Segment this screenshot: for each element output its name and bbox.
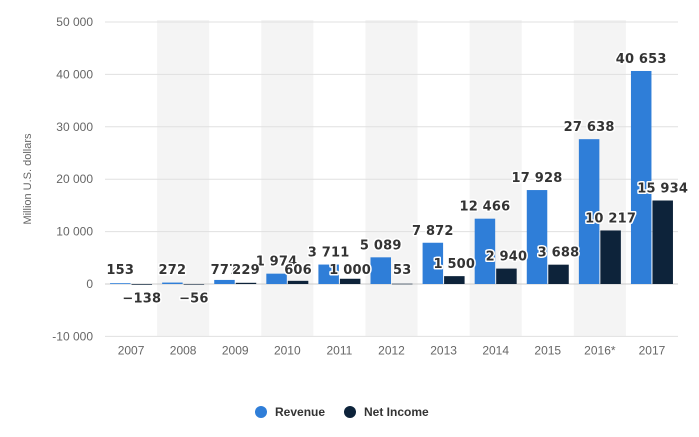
y-tick-label: 30 000 bbox=[56, 120, 93, 134]
net-income-value-label: 15 934 bbox=[637, 182, 688, 197]
legend-label-net-income: Net Income bbox=[364, 405, 429, 419]
net-income-bar[interactable] bbox=[600, 230, 621, 284]
revenue-bar[interactable] bbox=[318, 264, 339, 284]
x-tick-label: 2009 bbox=[222, 343, 249, 357]
revenue-bar[interactable] bbox=[162, 282, 183, 284]
revenue-bar[interactable] bbox=[214, 279, 235, 284]
net-income-value-label: −138 bbox=[122, 292, 161, 307]
bar-series bbox=[110, 70, 673, 285]
legend-item-net-income[interactable]: Net Income bbox=[344, 405, 429, 419]
revenue-value-label: 40 653 bbox=[616, 52, 667, 67]
revenue-bar[interactable] bbox=[370, 257, 392, 284]
net-income-value-label: 3 688 bbox=[538, 246, 580, 261]
y-tick-label: 50 000 bbox=[56, 15, 93, 29]
revenue-value-label: 7 872 bbox=[412, 224, 454, 239]
revenue-value-label: 777 bbox=[211, 263, 239, 278]
x-tick-label: 2012 bbox=[378, 343, 405, 357]
x-tick-label: 2014 bbox=[482, 343, 509, 357]
net-income-bar[interactable] bbox=[131, 284, 153, 285]
revenue-value-label: 272 bbox=[159, 263, 187, 278]
revenue-value-label: 5 089 bbox=[360, 238, 402, 253]
x-tick-label: 2010 bbox=[274, 343, 301, 357]
y-tick-label: -10 000 bbox=[52, 329, 93, 343]
revenue-bar[interactable] bbox=[110, 283, 131, 284]
revenue-value-label: 17 928 bbox=[512, 171, 563, 186]
revenue-value-label: 1 974 bbox=[256, 255, 298, 270]
net-income-bar[interactable] bbox=[444, 276, 465, 284]
x-tick-label: 2007 bbox=[118, 343, 145, 357]
revenue-value-label: 12 466 bbox=[459, 200, 510, 215]
y-tick-label: 0 bbox=[86, 277, 93, 291]
x-tick-label: 2013 bbox=[430, 343, 457, 357]
revenue-value-label: 3 711 bbox=[308, 246, 350, 261]
net-income-bar[interactable] bbox=[339, 278, 361, 284]
net-income-value-label: −56 bbox=[179, 291, 209, 306]
revenue-bar[interactable] bbox=[630, 70, 652, 285]
net-income-bar[interactable] bbox=[548, 264, 569, 284]
x-axis: 2007 2008 2009 2010 2011 2012 2013 2014 2015 2016… bbox=[118, 343, 666, 357]
net-income-value-label: 10 217 bbox=[585, 211, 636, 226]
net-income-value-label: 53 bbox=[393, 263, 412, 278]
y-axis: -10 000 0 10 000 20 000 30 000 40 000 50 000 bbox=[52, 15, 93, 343]
revenue-value-label: 27 638 bbox=[564, 120, 615, 135]
x-tick-label: 2016* bbox=[584, 343, 616, 357]
revenue-bar[interactable] bbox=[422, 242, 444, 284]
y-axis-title: Million U.S. dollars bbox=[22, 133, 34, 225]
revenue-bar[interactable] bbox=[526, 190, 548, 284]
column-band bbox=[365, 20, 418, 337]
revenue-bar[interactable] bbox=[578, 139, 600, 284]
column-band bbox=[157, 20, 210, 337]
x-tick-label: 2017 bbox=[639, 343, 666, 357]
net-income-bar[interactable] bbox=[235, 282, 257, 284]
legend-marker-net-income bbox=[344, 406, 356, 418]
net-income-value-label: 229 bbox=[232, 263, 260, 278]
net-income-bar[interactable] bbox=[496, 268, 517, 284]
legend-item-revenue[interactable]: Revenue bbox=[255, 405, 325, 419]
legend-label-revenue: Revenue bbox=[275, 405, 325, 419]
net-income-bar[interactable] bbox=[183, 284, 205, 285]
net-income-value-label: 2 940 bbox=[486, 250, 528, 265]
revenue-bar[interactable] bbox=[266, 273, 287, 284]
x-tick-label: 2015 bbox=[534, 343, 561, 357]
net-income-bar[interactable] bbox=[287, 280, 309, 284]
revenue-value-label: 153 bbox=[106, 263, 134, 278]
y-tick-label: 20 000 bbox=[56, 172, 93, 186]
y-tick-label: 40 000 bbox=[56, 67, 93, 81]
legend-marker-revenue bbox=[255, 406, 267, 418]
y-tick-label: 10 000 bbox=[56, 225, 93, 239]
net-income-value-label: 606 bbox=[284, 263, 312, 278]
net-income-bar[interactable] bbox=[652, 200, 673, 284]
x-tick-label: 2008 bbox=[170, 343, 197, 357]
net-income-value-label: 1 000 bbox=[329, 263, 371, 278]
revenue-bar[interactable] bbox=[474, 218, 496, 284]
net-income-bar[interactable] bbox=[392, 283, 413, 285]
column-band bbox=[261, 20, 314, 337]
net-income-value-label: 1 500 bbox=[433, 257, 475, 272]
legend[interactable]: Revenue Net Income bbox=[255, 405, 429, 419]
x-tick-label: 2011 bbox=[327, 343, 353, 357]
